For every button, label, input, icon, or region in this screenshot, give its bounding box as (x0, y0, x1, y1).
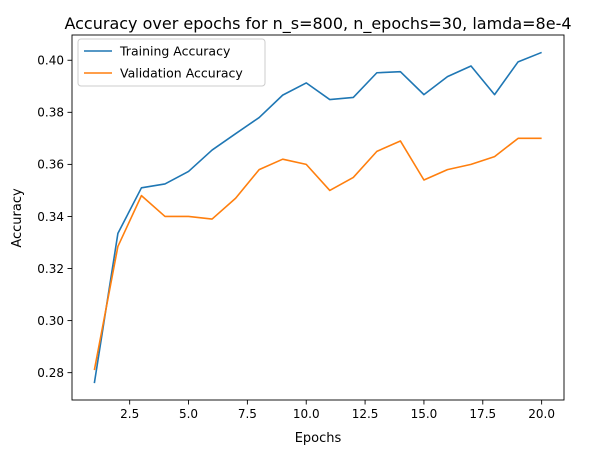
legend-label: Training Accuracy (119, 44, 231, 59)
y-tick-label: 0.32 (37, 262, 64, 276)
y-tick-label: 0.34 (37, 210, 64, 224)
axes-frame (71, 34, 565, 401)
x-tick-label: 2.5 (120, 407, 139, 421)
x-axis-label: Epochs (295, 431, 342, 446)
x-tick-label: 7.5 (238, 407, 257, 421)
y-tick-label: 0.36 (37, 158, 64, 172)
x-tick-label: 17.5 (469, 407, 496, 421)
series-line-0 (93, 51, 542, 384)
chart-title: Accuracy over epochs for n_s=800, n_epoc… (64, 14, 571, 34)
series-line-1 (93, 137, 542, 371)
legend-box (77, 38, 266, 87)
y-tick-label: 0.30 (37, 314, 64, 328)
legend-label: Validation Accuracy (120, 66, 243, 81)
y-tick-label: 0.40 (37, 54, 64, 68)
y-axis-label: Accuracy (10, 188, 25, 248)
y-tick-label: 0.38 (37, 106, 64, 120)
x-tick-label: 12.5 (352, 407, 379, 421)
x-tick-label: 5.0 (179, 407, 198, 421)
x-tick-label: 20.0 (528, 407, 555, 421)
x-tick-label: 15.0 (411, 407, 438, 421)
plot-area: 2.5 5.0 7.5 10.0 12.5 15.0 17.5 20.0 0.28 0.30 0.3… (37, 34, 565, 421)
x-tick-label: 10.0 (293, 407, 320, 421)
y-tick-label: 0.28 (37, 366, 64, 380)
